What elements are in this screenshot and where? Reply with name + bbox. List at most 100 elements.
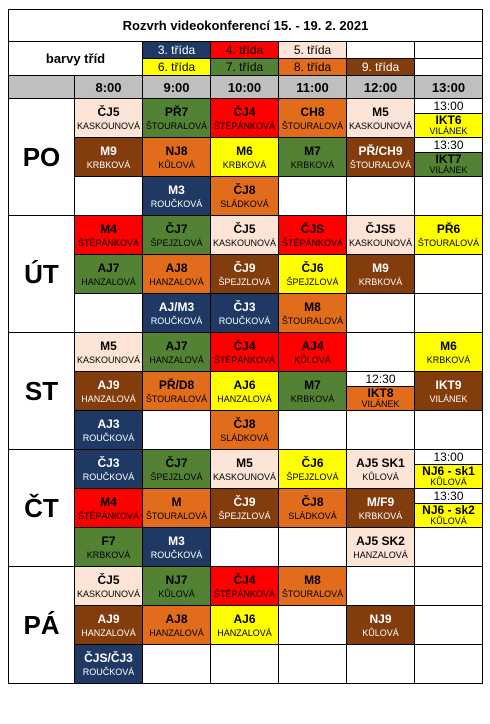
lesson-subject: NJ6 - sk1	[422, 464, 475, 478]
empty-cell	[210, 644, 279, 684]
legend-label: barvy tříd	[8, 41, 143, 76]
empty-cell	[142, 410, 211, 450]
lesson-teacher: KRBKOVÁ	[290, 393, 335, 404]
lesson-cell: 12:30 IKT8 VILÁNEK	[346, 371, 415, 411]
lesson-subject: M8	[304, 299, 321, 314]
lesson-cell: ČJ5 KASKOUNOVÁ	[74, 566, 143, 606]
empty-cell	[413, 176, 484, 216]
lesson-teacher: KRBKOVÁ	[86, 549, 131, 560]
empty-cell	[278, 410, 347, 450]
lesson-cell: M7 KRBKOVÁ	[278, 371, 347, 411]
schedule-table: Rozvrh videokonferencí 15. - 19. 2. 2021…	[7, 9, 484, 684]
lesson-cell: ČJS/ČJ3 ROUČKOVÁ	[74, 644, 143, 684]
lesson-teacher: HANZALOVÁ	[149, 276, 204, 287]
lesson-cell: ČJ6 ŠPEJZLOVÁ	[278, 254, 347, 294]
lesson-cell: AJ5 SK1 KŮLOVÁ	[346, 449, 415, 489]
lesson-cell: ČJ7 ŠPEJZLOVÁ	[142, 449, 211, 489]
lesson-teacher: SLÁDKOVÁ	[288, 510, 337, 521]
lesson-subject: ČJ7	[165, 221, 188, 236]
lesson-teacher: HANZALOVÁ	[217, 393, 272, 404]
lesson-cell: ČJS5 KASKOUNOVÁ	[346, 215, 415, 255]
lesson-cell: ČJ4 ŠTĚPÁNKOVÁ	[210, 98, 279, 138]
empty-cell	[278, 176, 347, 216]
lesson-cell: ČJ4 ŠTĚPÁNKOVÁ	[210, 566, 279, 606]
lesson-teacher: KASKOUNOVÁ	[212, 471, 277, 482]
lesson-cell: M/F9 KRBKOVÁ	[346, 488, 415, 528]
empty-cell	[346, 293, 415, 333]
lesson-subject: F7	[101, 533, 116, 548]
empty-cell	[346, 176, 415, 216]
schedule-row: M9 KRBKOVÁ NJ8 KŮLOVÁ M6 KRBKOVÁ M7 KRBKOVÁ PŘ/C…	[9, 137, 484, 177]
schedule-row: PO ČJ5 KASKOUNOVÁ PŘ7 ŠTOURALOVÁ ČJ4 ŠTĚPÁNKOV…	[8, 98, 484, 216]
lesson-cell: ČJ4 ŠTĚPÁNKOVÁ	[210, 332, 279, 372]
lesson-teacher: HANZALOVÁ	[149, 627, 204, 638]
lesson-teacher: ŠTOURALOVÁ	[349, 159, 412, 170]
lesson-teacher: KRBKOVÁ	[86, 159, 131, 170]
lesson-cell: AJ/M3 ROUČKOVÁ	[142, 293, 211, 333]
lesson-teacher: ŠTOURALOVÁ	[145, 120, 208, 131]
empty-cell	[413, 605, 484, 645]
lesson-subject: ČJ9	[233, 494, 256, 509]
empty-cell	[346, 566, 415, 606]
lesson-subject: AJ4	[301, 338, 324, 353]
lesson-cell: 13:30 NJ6 - sk2 KŮLOVÁ	[413, 488, 484, 528]
empty-cell	[278, 605, 347, 645]
lesson-subject: ČJ5	[97, 572, 120, 587]
lesson-subject: M5	[372, 104, 389, 119]
schedule-row: ST M5 KASKOUNOVÁ AJ7 HANZALOVÁ ČJ4 ŠTĚPÁNKOVÁ A…	[8, 332, 484, 450]
lesson-teacher: ROUČKOVÁ	[150, 198, 203, 209]
lesson-teacher: VILÁNEK	[429, 165, 468, 175]
lesson-teacher: HANZALOVÁ	[81, 393, 136, 404]
lesson-teacher: KŮLOVÁ	[158, 159, 195, 170]
lesson-subject: AJ9	[97, 611, 120, 626]
lesson-subject: M/F9	[366, 494, 395, 509]
time-header: 12:00	[346, 75, 415, 99]
lesson-teacher: KŮLOVÁ	[430, 477, 467, 487]
time-header: 11:00	[278, 75, 347, 99]
time-header: 13:00	[413, 75, 484, 99]
lesson-teacher: KŮLOVÁ	[294, 354, 331, 365]
legend-class-8: 8. třída	[278, 58, 347, 76]
lesson-cell: AJ7 HANZALOVÁ	[142, 332, 211, 372]
empty-cell	[413, 644, 484, 684]
lesson-cell: AJ9 HANZALOVÁ	[74, 371, 143, 411]
schedule-row: F7 KRBKOVÁ M3 ROUČKOVÁ AJ5 SK2 HANZALOVÁ	[9, 527, 484, 567]
lesson-cell: AJ7 HANZALOVÁ	[74, 254, 143, 294]
lesson-subject: PŘ6	[436, 221, 461, 236]
lesson-teacher: SLÁDKOVÁ	[220, 432, 269, 443]
lesson-subject: ČJ5	[97, 104, 120, 119]
lesson-teacher: KASKOUNOVÁ	[348, 237, 413, 248]
empty-cell	[142, 644, 211, 684]
lesson-cell: 13:30 IKT7 VILÁNEK	[413, 137, 484, 177]
lesson-subject: AJ5 SK2	[356, 533, 405, 548]
lesson-subject: IKT6	[435, 113, 462, 127]
lesson-subject: M6	[236, 143, 253, 158]
lesson-cell: M9 KRBKOVÁ	[74, 137, 143, 177]
lesson-cell: ČJ9 ŠPEJZLOVÁ	[210, 254, 279, 294]
lesson-subject: ČJ3	[97, 455, 120, 470]
lesson-cell: AJ4 KŮLOVÁ	[278, 332, 347, 372]
lesson-teacher: KASKOUNOVÁ	[348, 120, 413, 131]
empty-cell	[413, 566, 484, 606]
lesson-teacher: ROUČKOVÁ	[218, 315, 271, 326]
lesson-cell: NJ9 KŮLOVÁ	[346, 605, 415, 645]
schedule-row: AJ7 HANZALOVÁ AJ8 HANZALOVÁ ČJ9 ŠPEJZLOVÁ ČJ6 Š…	[9, 254, 484, 294]
page-title: Rozvrh videokonferencí 15. - 19. 2. 2021	[7, 9, 484, 42]
lesson-teacher: ŠTĚPÁNKOVÁ	[213, 354, 276, 365]
empty-cell	[413, 410, 484, 450]
lesson-subject: ČJ8	[301, 494, 324, 509]
lesson-cell: ČJ5 KASKOUNOVÁ	[210, 215, 279, 255]
lesson-cell: PŘ/D8 ŠTOURALOVÁ	[142, 371, 211, 411]
lesson-teacher: KASKOUNOVÁ	[212, 237, 277, 248]
schedule-row: AJ3 ROUČKOVÁ ČJ8 SLÁDKOVÁ	[9, 410, 484, 450]
lesson-cell: 13:00 IKT6 VILÁNEK	[413, 98, 484, 138]
lesson-cell: NJ8 KŮLOVÁ	[142, 137, 211, 177]
empty-cell	[74, 293, 143, 333]
legend-class-7: 7. třída	[210, 58, 279, 76]
lesson-cell: ČJ5 KASKOUNOVÁ	[74, 98, 143, 138]
empty-cell	[210, 527, 279, 567]
lesson-subject: AJ8	[165, 611, 188, 626]
lesson-subject: AJ6	[233, 611, 256, 626]
lesson-teacher: ŠPEJZLOVÁ	[218, 510, 271, 521]
lesson-subject: NJ8	[165, 143, 188, 158]
